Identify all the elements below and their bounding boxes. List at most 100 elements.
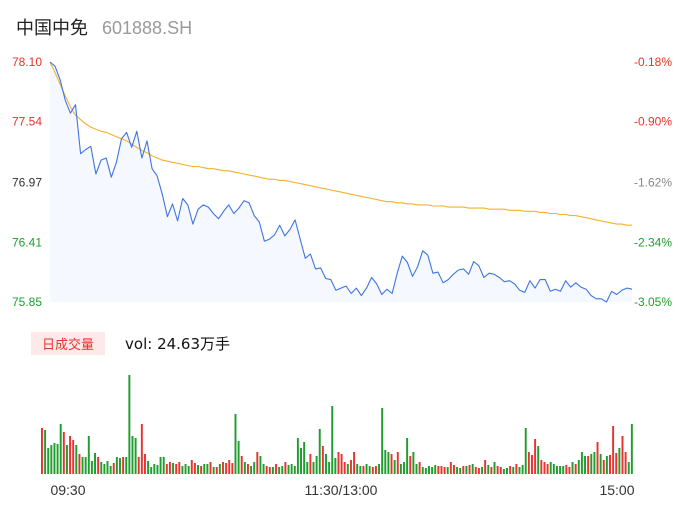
percent-tick-label: -0.18%: [634, 55, 672, 69]
volume-bar: [459, 468, 462, 474]
price-lines: [49, 61, 633, 303]
volume-bar: [200, 466, 203, 474]
volume-bar: [150, 467, 153, 474]
volume-bar: [140, 424, 143, 474]
volume-bar: [428, 466, 430, 474]
volume-bar: [253, 462, 256, 474]
price-axis: 78.10 77.54 76.97 76.41 75.85: [12, 55, 42, 309]
volume-bar: [587, 456, 590, 474]
volume-bar: [552, 464, 555, 474]
volume-bar: [365, 464, 368, 474]
volume-bar: [306, 462, 309, 474]
volume-bar: [137, 457, 140, 474]
volume-bar: [615, 453, 618, 474]
volume-bar: [178, 462, 181, 474]
volume-readout-value: 24.63: [157, 334, 201, 353]
volume-bar: [119, 458, 121, 474]
volume-bar: [315, 456, 318, 474]
volume-readout: vol: 24.63万手: [125, 333, 230, 354]
volume-bar: [387, 452, 390, 474]
volume-bar: [399, 464, 402, 474]
volume-bar: [134, 438, 137, 474]
stock-code: 601888.SH: [102, 18, 193, 38]
volume-bar: [250, 466, 253, 474]
volume-bar: [56, 444, 59, 474]
volume-bar: [468, 465, 471, 474]
volume-bar: [234, 414, 237, 474]
volume-bar: [109, 466, 112, 474]
volume-bar: [84, 457, 87, 474]
volume-bar: [78, 454, 81, 474]
volume-bar: [41, 428, 43, 474]
volume-bar: [580, 452, 583, 474]
volume-bar: [165, 464, 168, 474]
volume-bar: [94, 453, 96, 474]
volume-bar: [331, 406, 334, 474]
price-tick-label: 78.10: [12, 55, 42, 69]
percent-tick-label: -3.05%: [634, 295, 672, 309]
volume-bar: [44, 430, 47, 474]
volume-bar: [540, 460, 543, 474]
volume-bar: [465, 466, 468, 474]
volume-bar: [521, 465, 524, 474]
volume-bar: [549, 462, 552, 474]
volume-bar: [531, 455, 533, 474]
volume-bar: [506, 468, 508, 474]
price-tick-label: 76.41: [12, 235, 42, 249]
volume-bar: [122, 457, 125, 474]
volume-bar: [384, 450, 387, 474]
volume-bar: [627, 462, 630, 474]
volume-bar: [228, 460, 231, 474]
volume-bar: [262, 464, 265, 474]
percent-tick-label: -2.34%: [634, 235, 672, 249]
time-tick-label: 09:30: [50, 482, 85, 498]
volume-bar: [65, 445, 68, 474]
volume-bars: [41, 375, 633, 474]
volume-bar: [265, 466, 268, 474]
volume-bar: [618, 448, 621, 474]
volume-bar: [159, 457, 162, 474]
volume-bar: [293, 466, 296, 474]
volume-bar: [87, 436, 90, 474]
volume-bar: [81, 457, 84, 474]
volume-bar: [156, 465, 159, 474]
time-axis: 09:30 11:30/13:00 15:00: [50, 482, 634, 498]
volume-header: 日成交量 vol: 24.63万手: [31, 331, 230, 355]
volume-bar: [378, 464, 381, 474]
volume-bar: [181, 466, 184, 474]
percent-tick-label: -1.62%: [634, 176, 672, 190]
volume-bar: [340, 454, 343, 474]
volume-readout-unit: 万手: [200, 334, 231, 353]
volume-bar: [527, 452, 530, 474]
volume-bar: [203, 464, 206, 474]
volume-bar: [290, 464, 293, 474]
volume-bar: [300, 448, 302, 474]
volume-bar: [303, 442, 306, 474]
volume-bar: [131, 436, 134, 474]
volume-bar: [406, 438, 409, 474]
volume-bar: [125, 457, 128, 474]
volume-bar: [53, 443, 56, 474]
volume-bar: [462, 466, 465, 474]
volume-bar: [246, 464, 249, 474]
volume-bar: [72, 440, 75, 474]
volume-bar: [502, 469, 505, 474]
time-tick-label: 15:00: [599, 482, 634, 498]
volume-bar: [371, 467, 374, 474]
volume-bar: [237, 441, 240, 474]
volume-bar: [543, 462, 546, 474]
volume-bar: [431, 467, 434, 474]
volume-bar: [97, 457, 100, 474]
volume-bar: [374, 466, 377, 474]
volume-bar: [534, 439, 537, 474]
percent-tick-label: -0.90%: [634, 115, 672, 129]
volume-bar: [353, 452, 356, 474]
volume-bar: [421, 467, 424, 474]
volume-bar: [309, 454, 312, 474]
volume-bar: [605, 456, 608, 474]
volume-bar: [481, 467, 484, 474]
volume-bar: [240, 456, 243, 474]
volume-bar: [168, 462, 171, 474]
volume-period-tab[interactable]: 日成交量: [31, 331, 106, 355]
